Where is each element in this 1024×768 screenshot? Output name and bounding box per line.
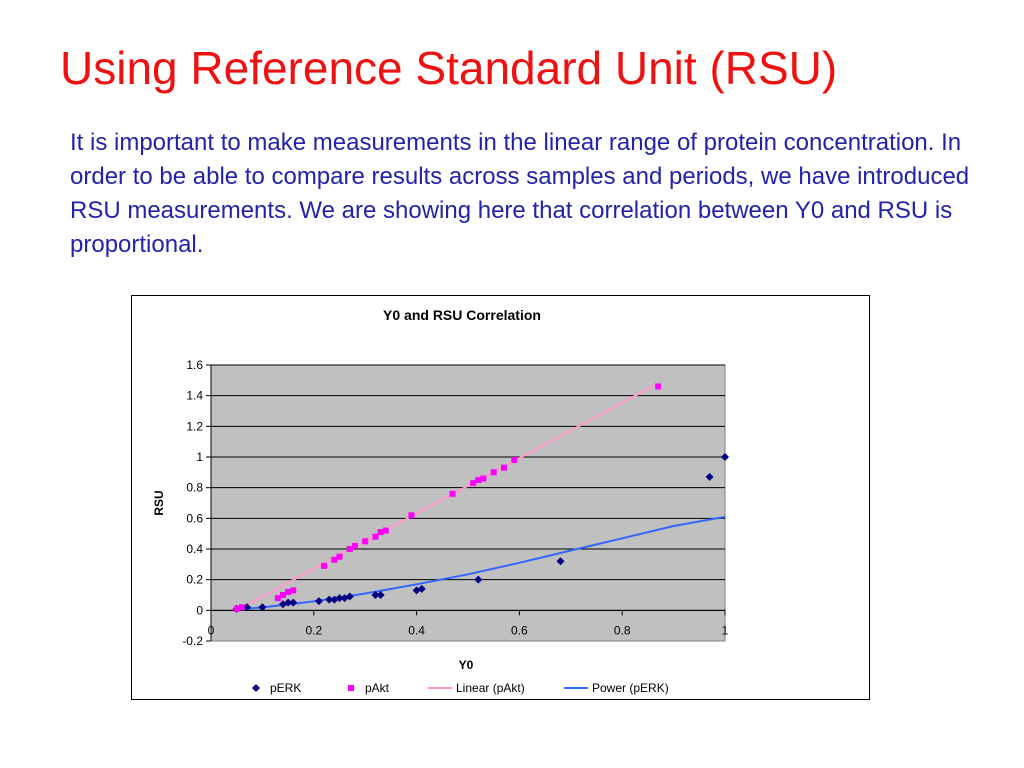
- pakt-point: [290, 587, 297, 594]
- scatter-chart: Y0 and RSU Correlation 1.6 1.4 1.2 1 0.8 0.6 0…: [152, 307, 729, 695]
- pakt-point: [285, 588, 292, 595]
- legend-pakt-marker: [348, 685, 354, 691]
- x-tick-label: 0: [208, 623, 215, 637]
- x-tick-label: 0.6: [511, 623, 528, 637]
- perk-point: [345, 592, 354, 601]
- pakt-point: [233, 605, 240, 612]
- perk-point: [721, 453, 729, 461]
- pakt-point: [377, 529, 384, 536]
- perk-point: [417, 584, 426, 593]
- pakt-point: [408, 512, 415, 519]
- pakt-point: [655, 383, 662, 390]
- y-tick-label: 1.4: [186, 389, 203, 403]
- chart-container: Y0 and RSU Correlation 1.6 1.4 1.2 1 0.8 0.6 0…: [131, 295, 870, 700]
- pakt-point: [321, 562, 328, 569]
- perk-point: [284, 598, 293, 607]
- perk-point: [325, 595, 334, 604]
- pakt-point: [279, 592, 286, 598]
- chart-title: Y0 and RSU Correlation: [383, 307, 541, 323]
- y-tick-label: 1: [196, 450, 203, 464]
- perk-point: [371, 591, 380, 599]
- pakt-point: [238, 604, 245, 611]
- pakt-point: [346, 546, 353, 552]
- chart-legend: pERK pAkt Linear (pAkt) Power (pERK): [252, 681, 669, 695]
- y-tick-label: 0: [196, 603, 203, 617]
- legend-label: Power (pERK): [592, 681, 669, 695]
- pakt-point: [480, 475, 487, 482]
- pakt-point: [511, 457, 518, 464]
- perk-point: [330, 595, 339, 604]
- pakt-point: [449, 490, 456, 497]
- x-axis-title: Y0: [459, 658, 474, 672]
- perk-point: [705, 472, 714, 481]
- pakt-point: [331, 556, 338, 563]
- slide-body-text: It is important to make measurements in …: [70, 129, 970, 258]
- linear-pakt-trendline: [236, 382, 659, 612]
- perk-point: [474, 575, 483, 584]
- perk-point: [335, 594, 344, 603]
- y-tick-label: 0.6: [186, 511, 203, 525]
- legend-perk-marker: [252, 684, 260, 692]
- pakt-point: [470, 480, 477, 487]
- y-tick-label: 0.4: [186, 542, 203, 556]
- perk-point: [314, 597, 323, 606]
- pakt-point: [382, 527, 389, 534]
- perk-point: [340, 594, 349, 603]
- legend-label: pERK: [270, 681, 301, 695]
- y-tick-label: 0.2: [186, 573, 203, 587]
- pakt-point: [274, 595, 281, 602]
- y-tick-label: 1.6: [186, 358, 203, 372]
- perk-point: [376, 591, 385, 599]
- x-tick-label: 1: [722, 623, 729, 637]
- x-tick-label: 0.8: [614, 623, 631, 637]
- legend-label: pAkt: [365, 681, 390, 695]
- perk-point: [556, 557, 565, 566]
- pakt-point: [362, 538, 369, 545]
- pakt-point: [372, 533, 379, 540]
- plot-area: [210, 364, 726, 642]
- perk-point: [278, 600, 287, 609]
- legend-label: Linear (pAkt): [456, 681, 525, 695]
- y-axis-title: RSU: [152, 490, 166, 515]
- y-tick-label: 0.8: [186, 481, 203, 495]
- perk-point: [289, 598, 298, 607]
- pakt-point: [351, 542, 358, 549]
- perk-point: [242, 603, 251, 612]
- slide-title: Using Reference Standard Unit (RSU): [60, 42, 838, 94]
- power-perk-trendline: [236, 515, 726, 611]
- pakt-point: [336, 553, 343, 560]
- x-tick-label: 0.2: [305, 623, 322, 637]
- plot-layer: 1.6 1.4 1.2 1 0.8 0.6 0.4 0.2 0 -0.2 0 0.2 0.4 0.6 0.8…: [182, 358, 729, 648]
- y-tick-label: 1.2: [186, 419, 203, 433]
- x-tick-label: 0.4: [408, 623, 425, 637]
- pakt-point: [500, 464, 507, 471]
- perk-point: [258, 603, 267, 612]
- pakt-point: [475, 477, 482, 483]
- y-tick-label: -0.2: [182, 634, 203, 648]
- pakt-point: [490, 469, 497, 476]
